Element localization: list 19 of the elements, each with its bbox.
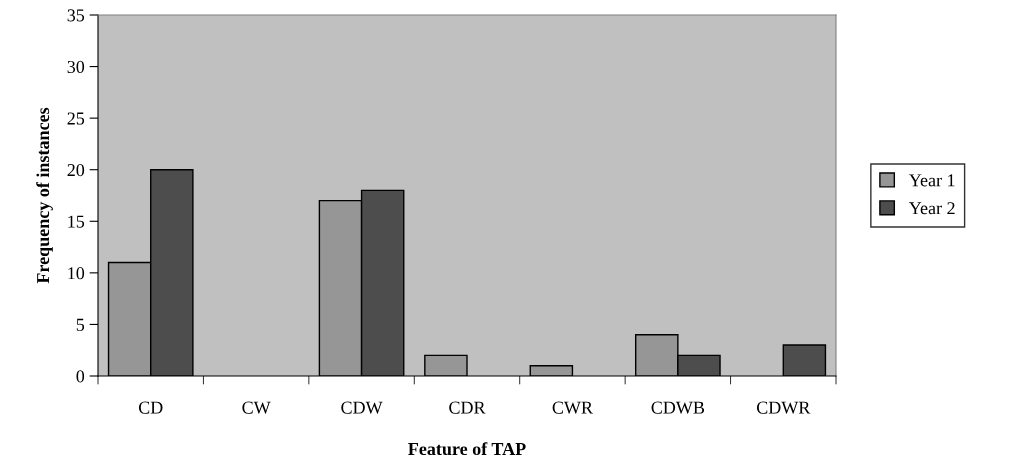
- x-tick-label: CDW: [341, 401, 383, 414]
- y-tick-label: 15: [68, 215, 85, 228]
- y-tick-label: 0: [76, 370, 85, 383]
- y-axis-title: Frequency of instances: [36, 107, 53, 284]
- x-tick-label: CDWB: [651, 401, 705, 414]
- x-tick-label: CW: [242, 401, 271, 414]
- legend-label: Year 1: [908, 174, 955, 187]
- x-tick-label: CWR: [552, 401, 593, 414]
- y-tick-label: 5: [76, 318, 85, 331]
- y-tick-label: 25: [67, 112, 85, 125]
- y-tick-label: 20: [67, 163, 85, 177]
- y-tick-label: 10: [68, 267, 85, 280]
- legend-label: Year 2: [908, 202, 955, 215]
- y-tick-label: 35: [67, 9, 85, 22]
- x-axis-title: Feature of TAP: [408, 442, 526, 456]
- x-tick-label: CD: [138, 401, 163, 414]
- x-tick-label: CDWR: [756, 401, 811, 414]
- x-tick-label: CDR: [449, 401, 486, 414]
- y-tick-label: 30: [67, 60, 85, 74]
